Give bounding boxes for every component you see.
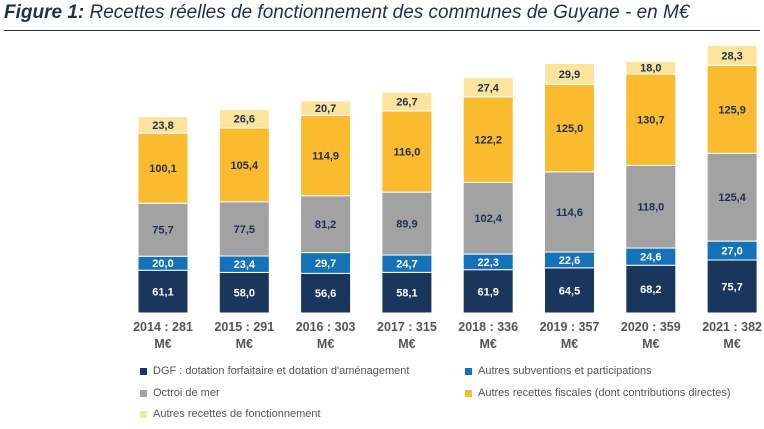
bar-segment-fiscales-2 — [300, 114, 352, 197]
bar-segment-autres-6 — [625, 60, 677, 75]
bar-segment-autres-4 — [462, 77, 514, 98]
data-label-subventions-5: 22,6 — [559, 255, 580, 267]
x-tick-label-0-line-1: M€ — [154, 337, 171, 351]
data-label-autres-7: 28,3 — [721, 50, 742, 62]
x-tick-label-1-line-0: 2015 : 291 — [214, 320, 274, 334]
x-tick-label-4-line-0: 2018 : 336 — [458, 320, 518, 334]
data-label-subventions-4: 22,3 — [477, 257, 498, 269]
data-label-fiscales-1: 105,4 — [231, 160, 259, 172]
chart-title-prefix: Figure 1: — [4, 2, 85, 23]
x-tick-label-7-line-0: 2021 : 382 — [702, 320, 762, 334]
x-tick-label-5-line-1: M€ — [561, 337, 578, 351]
bar-segment-dgf-6 — [625, 264, 677, 314]
bar-segment-octroi-5 — [544, 171, 595, 253]
x-tick-label-3-line-1: M€ — [398, 337, 415, 351]
x-tick-label-7-line-1: M€ — [723, 337, 740, 351]
bar-segment-octroi-3 — [381, 191, 433, 256]
bar-segment-autres-5 — [544, 62, 595, 85]
data-label-dgf-4: 61,9 — [477, 286, 498, 298]
data-label-autres-6: 18,0 — [640, 63, 661, 75]
bar-segment-fiscales-5 — [544, 83, 595, 173]
data-label-octroi-4: 102,4 — [474, 213, 502, 225]
data-label-subventions-6: 24,6 — [640, 252, 661, 264]
bar-segment-octroi-6 — [625, 164, 677, 249]
bar-segment-octroi-0 — [137, 202, 189, 257]
data-label-autres-0: 23,8 — [152, 120, 173, 132]
data-label-subventions-7: 27,0 — [721, 246, 742, 258]
data-label-octroi-6: 118,0 — [637, 202, 664, 214]
data-label-autres-5: 29,9 — [559, 69, 580, 81]
x-tick-label-6-line-0: 2020 : 359 — [621, 320, 681, 334]
x-tick-label-6-line-1: M€ — [642, 337, 659, 351]
title-underline — [4, 30, 760, 31]
data-label-dgf-1: 58,0 — [234, 288, 255, 300]
bar-segment-fiscales-7 — [706, 64, 758, 154]
x-tick-label-2-line-1: M€ — [317, 337, 334, 351]
bar-segment-dgf-1 — [218, 271, 270, 314]
data-label-subventions-2: 29,7 — [315, 258, 336, 270]
x-tick-label-5-line-0: 2019 : 357 — [540, 320, 600, 334]
data-label-fiscales-5: 125,0 — [556, 123, 584, 135]
bar-segment-dgf-0 — [137, 269, 189, 314]
bar-segment-autres-3 — [381, 91, 433, 112]
data-label-octroi-5: 114,6 — [556, 207, 583, 219]
bar-segment-octroi-4 — [462, 181, 514, 255]
bar-segment-fiscales-0 — [137, 132, 189, 204]
data-label-octroi-1: 77,5 — [234, 224, 255, 236]
data-label-dgf-6: 68,2 — [640, 284, 661, 296]
bar-segment-fiscales-6 — [625, 73, 677, 166]
data-label-dgf-3: 58,1 — [396, 288, 417, 300]
data-label-dgf-0: 61,1 — [152, 287, 173, 299]
x-tick-label-0-line-0: 2014 : 281 — [133, 320, 193, 334]
x-tick-label-3-line-0: 2017 : 315 — [377, 320, 437, 334]
data-label-autres-2: 20,7 — [315, 103, 336, 115]
bar-segment-autres-1 — [218, 108, 270, 129]
data-label-dgf-2: 56,6 — [315, 288, 336, 300]
data-label-dgf-7: 75,7 — [721, 282, 742, 294]
bar-segment-dgf-3 — [381, 271, 433, 314]
bar-segment-fiscales-3 — [381, 110, 433, 193]
bar-segment-autres-2 — [300, 100, 352, 116]
data-label-subventions-0: 20,0 — [152, 258, 173, 270]
x-tick-label-1-line-1: M€ — [236, 337, 253, 351]
data-label-fiscales-2: 114,9 — [312, 151, 339, 163]
bar-segment-dgf-2 — [300, 272, 352, 314]
bar-segment-octroi-2 — [300, 195, 352, 254]
x-tick-label-4-line-1: M€ — [480, 337, 497, 351]
data-label-fiscales-7: 125,9 — [718, 104, 746, 116]
data-label-fiscales-4: 122,2 — [474, 135, 502, 147]
data-label-autres-3: 26,7 — [396, 97, 417, 109]
data-label-octroi-0: 75,7 — [152, 225, 173, 237]
data-label-dgf-5: 64,5 — [559, 285, 580, 297]
bar-segment-dgf-5 — [544, 267, 595, 314]
bar-segment-octroi-1 — [218, 201, 270, 257]
bar-segment-autres-7 — [706, 44, 758, 66]
data-label-fiscales-3: 116,0 — [393, 147, 420, 159]
data-label-fiscales-6: 130,7 — [637, 115, 665, 127]
x-tick-label-2-line-0: 2016 : 303 — [296, 320, 356, 334]
bar-segment-fiscales-4 — [462, 96, 514, 183]
data-label-octroi-3: 89,9 — [396, 219, 417, 231]
data-label-subventions-3: 24,7 — [396, 259, 417, 271]
bar-segment-fiscales-1 — [218, 127, 270, 203]
data-label-autres-4: 27,4 — [477, 82, 499, 94]
bar-segment-autres-0 — [137, 116, 189, 134]
data-label-fiscales-0: 100,1 — [149, 163, 177, 175]
data-label-octroi-2: 81,2 — [315, 219, 336, 231]
chart-title-text: Recettes réelles de fonctionnement des c… — [84, 2, 690, 23]
data-label-octroi-7: 125,4 — [718, 192, 746, 204]
data-label-subventions-1: 23,4 — [234, 259, 256, 271]
chart-title: Figure 1: Recettes réelles de fonctionne… — [4, 2, 689, 24]
data-label-autres-1: 26,6 — [234, 114, 255, 126]
